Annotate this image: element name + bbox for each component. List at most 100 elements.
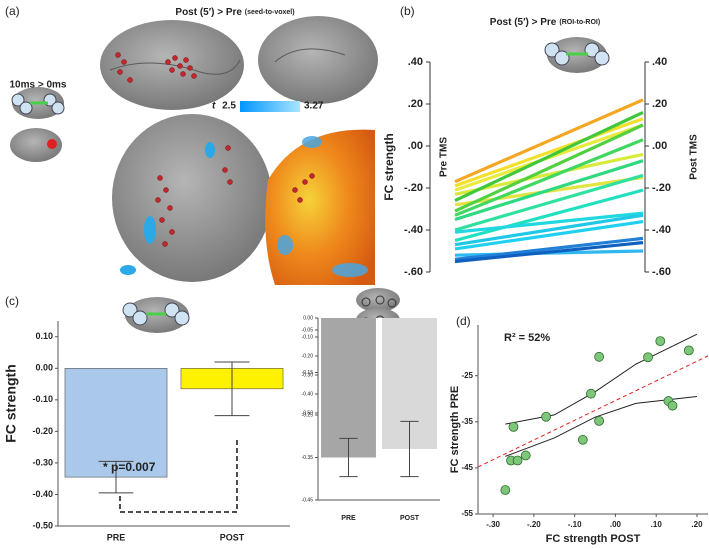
y2-tick-label: -.20 xyxy=(652,182,671,194)
y2-tick-label: .20 xyxy=(652,98,667,110)
x-tick-label: PRE xyxy=(107,532,126,542)
y-tick-label: -0.20 xyxy=(32,426,53,436)
title-note: (seed-to-voxel) xyxy=(245,9,295,16)
y2-tick-label: -.40 xyxy=(652,224,671,236)
y-tick-label: -0.15 xyxy=(302,370,314,376)
annotation: R² = 52% xyxy=(504,332,550,344)
point xyxy=(512,455,523,466)
y-tick-label: -0.10 xyxy=(302,334,314,340)
y-tick-label: -0.05 xyxy=(302,327,314,333)
slope-line xyxy=(454,173,644,232)
y-tick-label: -.60 xyxy=(404,266,423,278)
y-tick-label: 0.00 xyxy=(35,363,53,373)
slope-line xyxy=(454,188,644,243)
point xyxy=(594,351,605,362)
slope-line xyxy=(454,211,644,234)
y-axis-label: FC strength PRE xyxy=(449,386,461,473)
y-axis-label: FC strength xyxy=(382,133,396,200)
y-tick-label: -0.50 xyxy=(302,410,314,416)
x-tick-label: -.20 xyxy=(527,520,541,529)
y-tick-label: -0.45 xyxy=(302,497,314,503)
panel-label: (d) xyxy=(456,314,471,328)
seed-dots xyxy=(115,52,197,83)
panel-label: (b) xyxy=(400,4,415,18)
seed-dots xyxy=(292,173,315,203)
activation-patches xyxy=(277,136,368,277)
seed-dots xyxy=(155,145,233,247)
x-tick-label: -.10 xyxy=(568,520,582,529)
annotation: * p=0.007 xyxy=(103,460,156,474)
bar xyxy=(321,330,376,458)
x-tick-label: POST xyxy=(400,515,420,522)
y-tick-label: -0.10 xyxy=(32,394,53,404)
slope-line xyxy=(454,213,644,247)
activation-patches xyxy=(120,142,215,275)
seed-marker xyxy=(47,139,57,149)
y-tick-label: .20 xyxy=(408,98,423,110)
x-tick-label: PRE xyxy=(341,515,356,522)
colorbar-tick: 2.5 xyxy=(222,101,236,112)
fit-line xyxy=(477,355,709,468)
point xyxy=(667,400,678,411)
ci-upper xyxy=(505,333,698,425)
point xyxy=(655,336,666,347)
y-tick-label: -0.20 xyxy=(302,353,314,359)
point xyxy=(586,388,596,399)
y-tick-label: -55 xyxy=(461,509,473,518)
y-tick-label: -0.35 xyxy=(302,455,314,461)
slope-line xyxy=(454,123,644,213)
coil-icon xyxy=(122,302,190,326)
x-tick-label: -.30 xyxy=(486,520,500,529)
y-tick-label: -25 xyxy=(461,371,473,380)
y-tick-label: -0.25 xyxy=(302,412,314,418)
slope-line xyxy=(454,241,644,264)
panel-title: Post (5′) > Pre (seed-to-voxel) xyxy=(175,7,294,18)
x-tick-label: .00 xyxy=(610,520,622,529)
y2-tick-label: .00 xyxy=(652,140,667,152)
slope-line xyxy=(454,117,644,188)
brain-inflated xyxy=(265,129,375,285)
point xyxy=(683,345,694,356)
slope-line xyxy=(454,138,644,217)
coil-icon xyxy=(544,42,610,66)
y-tick-label: .00 xyxy=(408,140,423,152)
brain-icon xyxy=(10,128,62,162)
panel-label: (a) xyxy=(5,4,20,18)
ci-lower xyxy=(505,395,698,457)
y-tick-label: -.20 xyxy=(404,182,423,194)
point xyxy=(643,352,653,363)
y-tick-label: -0.40 xyxy=(302,391,314,397)
y2-tick-label: .40 xyxy=(652,56,667,68)
panel-title: Post (5′) > Pre (ROI-to-ROI) xyxy=(490,17,600,28)
y-tick-label: -0.40 xyxy=(32,489,53,499)
y-tick-label: -35 xyxy=(461,417,473,426)
point xyxy=(577,434,588,445)
point xyxy=(508,421,519,432)
brain-posterior xyxy=(112,114,272,282)
panel-a-images xyxy=(10,16,610,333)
significance-bracket xyxy=(119,440,238,513)
brain-medial xyxy=(258,16,378,104)
condition-label: 10ms > 0ms xyxy=(10,80,67,91)
y-tick-label: -45 xyxy=(461,463,473,472)
point xyxy=(541,411,552,422)
slope-line xyxy=(454,220,644,251)
sulcus xyxy=(274,48,346,63)
y-tick-label: -0.30 xyxy=(302,372,314,378)
title-text: Post (5′) > Pre xyxy=(490,17,557,28)
point xyxy=(594,415,605,426)
y-tick-label: 0.00 xyxy=(303,315,313,321)
title-text: Post (5′) > Pre xyxy=(175,7,242,18)
x-axis-label: FC strength POST xyxy=(546,533,641,545)
y-tick-label: -0.30 xyxy=(32,457,53,467)
slope-line xyxy=(454,236,644,261)
x-tick-label: .10 xyxy=(651,520,663,529)
colorbar-tick: 3.27 xyxy=(304,101,324,112)
colorbar-label: t xyxy=(212,101,216,112)
slope-line xyxy=(454,159,644,222)
x-tick-label: .20 xyxy=(691,520,703,529)
y-tick-label: -.40 xyxy=(404,224,423,236)
title-note: (ROI-to-ROI) xyxy=(559,19,600,26)
slope-line xyxy=(454,110,644,203)
